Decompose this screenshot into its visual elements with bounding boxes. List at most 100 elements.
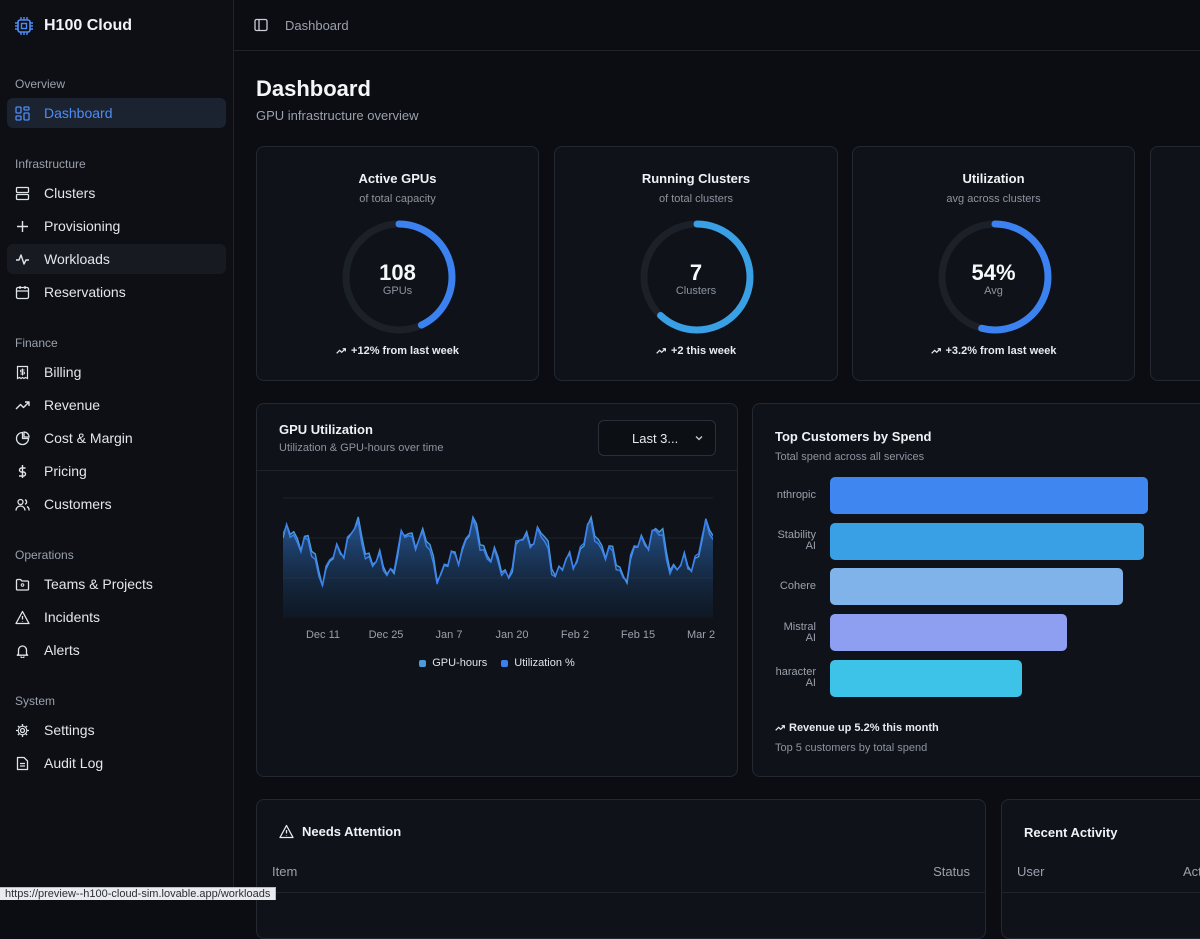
gear-icon bbox=[16, 723, 29, 737]
gauge bbox=[640, 220, 754, 334]
stat-title: Active GPUs bbox=[358, 171, 437, 186]
legend-swatch bbox=[501, 659, 509, 667]
customer-bar[interactable] bbox=[830, 659, 1023, 697]
sidebar-item-teams-projects[interactable]: Teams & Projects bbox=[7, 569, 226, 599]
sidebar: H100 Cloud Overview Dashboard Infrastruc… bbox=[0, 0, 234, 900]
sidebar-item-billing[interactable]: Billing bbox=[7, 357, 226, 387]
legend-item-gpu-hours[interactable]: GPU-hours bbox=[419, 657, 487, 669]
stat-card-partial bbox=[1150, 146, 1200, 381]
section-system: System bbox=[15, 694, 56, 708]
sidebar-item-label: Billing bbox=[44, 364, 82, 380]
series-line-utilization bbox=[283, 516, 713, 589]
trending-up-icon bbox=[930, 348, 941, 354]
stat-card-running-clusters: Running Clusters of total clusters 7 Clu… bbox=[554, 146, 838, 381]
panel-subtitle: Total spend across all services bbox=[775, 451, 925, 463]
section-finance: Finance bbox=[15, 336, 58, 350]
gauge-value: 108 bbox=[379, 260, 416, 285]
bar-category-label-line: AI bbox=[805, 677, 816, 690]
sidebar-item-revenue[interactable]: Revenue bbox=[7, 390, 226, 420]
gpu-utilization-panel: GPU Utilization Utilization & GPU-hours … bbox=[256, 403, 738, 777]
stat-title: Running Clusters bbox=[641, 171, 751, 186]
sidebar-item-cost-margin[interactable]: Cost & Margin bbox=[7, 423, 226, 453]
section-infrastructure: Infrastructure bbox=[15, 157, 86, 171]
panel-title: Top Customers by Spend bbox=[775, 429, 932, 444]
legend-swatch bbox=[419, 659, 427, 667]
app-name: H100 Cloud bbox=[44, 17, 133, 34]
sidebar-item-label: Settings bbox=[44, 722, 95, 738]
x-tick-label: Jan 20 bbox=[495, 629, 529, 641]
panel-title: Recent Activity bbox=[1024, 825, 1118, 840]
panel-title: Needs Attention bbox=[302, 824, 402, 839]
sidebar-item-settings[interactable]: Settings bbox=[7, 715, 226, 745]
legend-item-utilization[interactable]: Utilization % bbox=[501, 657, 575, 669]
sidebar-item-workloads[interactable]: Workloads bbox=[7, 244, 226, 274]
bar-category-label-line: Stability bbox=[777, 530, 816, 542]
gauge bbox=[342, 220, 456, 334]
link-preview-status: https://preview--h100-cloud-sim.lovable.… bbox=[0, 887, 277, 900]
x-tick-label: Feb 2 bbox=[560, 629, 590, 641]
bar-category-label: nthropic bbox=[753, 490, 816, 501]
sidebar-item-label: Provisioning bbox=[44, 218, 121, 234]
gauge-unit: GPUs bbox=[382, 285, 413, 297]
column-header-user[interactable]: User bbox=[1017, 864, 1045, 879]
bar-category-label-line: nthropic bbox=[776, 490, 816, 501]
sidebar-item-label: Teams & Projects bbox=[44, 576, 153, 592]
page-subtitle: GPU infrastructure overview bbox=[256, 108, 419, 123]
column-header-action[interactable]: Act bbox=[1183, 864, 1200, 879]
sidebar-item-provisioning[interactable]: Provisioning bbox=[7, 211, 226, 241]
sidebar-item-label: Clusters bbox=[44, 185, 96, 201]
revenue-footnote: Top 5 customers by total spend bbox=[775, 742, 928, 754]
x-tick-label: Dec 11 bbox=[305, 629, 341, 641]
sidebar-item-label: Customers bbox=[44, 496, 112, 512]
cpu-icon bbox=[15, 17, 33, 35]
breadcrumb[interactable]: Dashboard bbox=[285, 18, 349, 33]
users-icon bbox=[15, 498, 30, 511]
folder-icon bbox=[15, 578, 30, 591]
activity-icon bbox=[16, 253, 29, 265]
stat-trend-text: +3.2% from last week bbox=[945, 345, 1057, 357]
time-range-select[interactable]: Last 3... bbox=[598, 420, 716, 456]
customer-bar[interactable] bbox=[830, 477, 1148, 514]
bar-category-label: Stability AI bbox=[753, 530, 816, 552]
customer-bar[interactable] bbox=[830, 568, 1123, 606]
sidebar-item-alerts[interactable]: Alerts bbox=[7, 635, 226, 665]
stat-trend: +3.2% from last week bbox=[853, 345, 1134, 357]
grid-icon bbox=[15, 105, 30, 121]
bar-category-label: Cohere bbox=[753, 581, 816, 592]
panel-title: GPU Utilization bbox=[279, 422, 373, 437]
top-customers-panel: Top Customers by Spend Total spend acros… bbox=[752, 403, 1200, 777]
sidebar-item-label: Pricing bbox=[44, 463, 87, 479]
divider bbox=[257, 892, 985, 893]
trending-up-icon bbox=[15, 400, 30, 409]
chart-legend: GPU-hours Utilization % bbox=[257, 657, 737, 669]
sidebar-item-label: Workloads bbox=[44, 251, 110, 267]
sidebar-item-label: Reservations bbox=[44, 284, 126, 300]
sidebar-item-incidents[interactable]: Incidents bbox=[7, 602, 226, 632]
warning-icon bbox=[15, 610, 30, 624]
customer-bar[interactable] bbox=[830, 614, 1067, 652]
sidebar-item-pricing[interactable]: Pricing bbox=[7, 456, 226, 486]
customer-bar[interactable] bbox=[830, 522, 1145, 560]
stat-trend: +2 this week bbox=[555, 345, 837, 357]
trending-up-icon bbox=[656, 348, 666, 354]
x-tick-label: Dec 25 bbox=[368, 629, 404, 641]
sidebar-toggle-icon[interactable] bbox=[254, 18, 268, 32]
sidebar-item-clusters[interactable]: Clusters bbox=[7, 178, 226, 208]
x-tick-label: Mar 2 bbox=[686, 629, 716, 641]
revenue-trend-text: Revenue up 5.2% this month bbox=[789, 722, 939, 734]
sidebar-item-customers[interactable]: Customers bbox=[7, 489, 226, 519]
brand[interactable]: H100 Cloud bbox=[14, 16, 132, 36]
column-header-status[interactable]: Status bbox=[933, 864, 970, 879]
stat-trend: +12% from last week bbox=[257, 345, 538, 357]
file-text-icon bbox=[16, 756, 29, 770]
sidebar-item-label: Revenue bbox=[44, 397, 101, 413]
column-header-item[interactable]: Item bbox=[272, 864, 298, 879]
warning-icon bbox=[279, 824, 294, 839]
plus-icon bbox=[17, 220, 28, 232]
gauge-value: 54% bbox=[971, 260, 1016, 285]
needs-attention-panel: Needs Attention Item Status bbox=[256, 799, 986, 939]
section-overview: Overview bbox=[15, 77, 66, 91]
sidebar-item-reservations[interactable]: Reservations bbox=[7, 277, 226, 307]
sidebar-item-dashboard[interactable]: Dashboard bbox=[7, 98, 226, 128]
sidebar-item-audit-log[interactable]: Audit Log bbox=[7, 748, 226, 778]
